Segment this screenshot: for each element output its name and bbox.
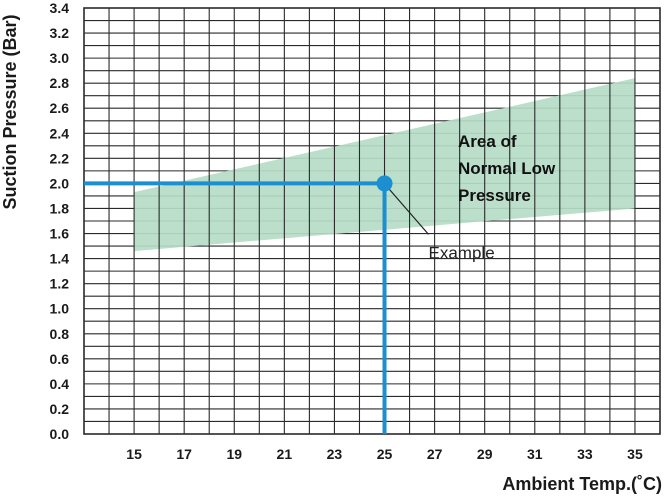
- y-tick-label: 3.4: [50, 0, 70, 16]
- y-tick-label: 1.0: [50, 301, 70, 317]
- y-tick-label: 0.6: [50, 351, 70, 367]
- region-label-line: Pressure: [458, 186, 531, 205]
- example-point: [376, 175, 393, 192]
- y-axis-title: Suction Pressure (Bar): [0, 14, 20, 209]
- x-tick-label: 15: [126, 446, 142, 462]
- region-label-line: Normal Low: [458, 159, 556, 178]
- x-tick-label: 23: [327, 446, 343, 462]
- example-guides: [84, 175, 429, 434]
- region-label: Area of Normal Low Pressure: [458, 132, 556, 205]
- y-tick-label: 1.2: [50, 276, 70, 292]
- y-tick-label: 0.2: [50, 401, 70, 417]
- example-label: Example: [429, 243, 495, 262]
- y-tick-label: 1.8: [50, 200, 70, 216]
- plot-frame: [83, 7, 661, 435]
- y-tick-label: 2.4: [50, 125, 70, 141]
- x-tick-label: 35: [627, 446, 643, 462]
- y-tick-labels: 0.0 0.2 0.4 0.6 0.8 1.0 1.2 1.4 1.6 1.8 2.0 2.2 2.4 2…: [50, 0, 70, 442]
- y-tick-label: 2.2: [50, 150, 70, 166]
- x-tick-label: 31: [527, 446, 543, 462]
- x-axis-title: Ambient Temp.(˚C): [502, 474, 662, 494]
- y-tick-label: 0.0: [50, 426, 70, 442]
- grid-lines-vertical: [108, 8, 636, 434]
- x-tick-label: 19: [226, 446, 242, 462]
- y-tick-label: 1.4: [50, 251, 70, 267]
- y-tick-label: 3.2: [50, 25, 70, 41]
- x-tick-label: 29: [477, 446, 493, 462]
- region-label-line: Area of: [458, 132, 517, 151]
- y-tick-label: 3.0: [50, 50, 70, 66]
- x-tick-label: 27: [427, 446, 443, 462]
- y-tick-label: 0.4: [50, 376, 70, 392]
- y-tick-label: 1.6: [50, 226, 70, 242]
- x-tick-labels: 15 17 19 21 23 25 27 29 31 33 35: [126, 446, 643, 462]
- y-tick-label: 2.0: [50, 175, 70, 191]
- x-tick-label: 33: [577, 446, 593, 462]
- x-tick-label: 25: [377, 446, 393, 462]
- y-tick-label: 2.6: [50, 100, 70, 116]
- example-callout-line: [388, 188, 429, 235]
- x-tick-label: 21: [277, 446, 293, 462]
- y-tick-label: 2.8: [50, 75, 70, 91]
- y-tick-label: 0.8: [50, 326, 70, 342]
- x-tick-label: 17: [176, 446, 192, 462]
